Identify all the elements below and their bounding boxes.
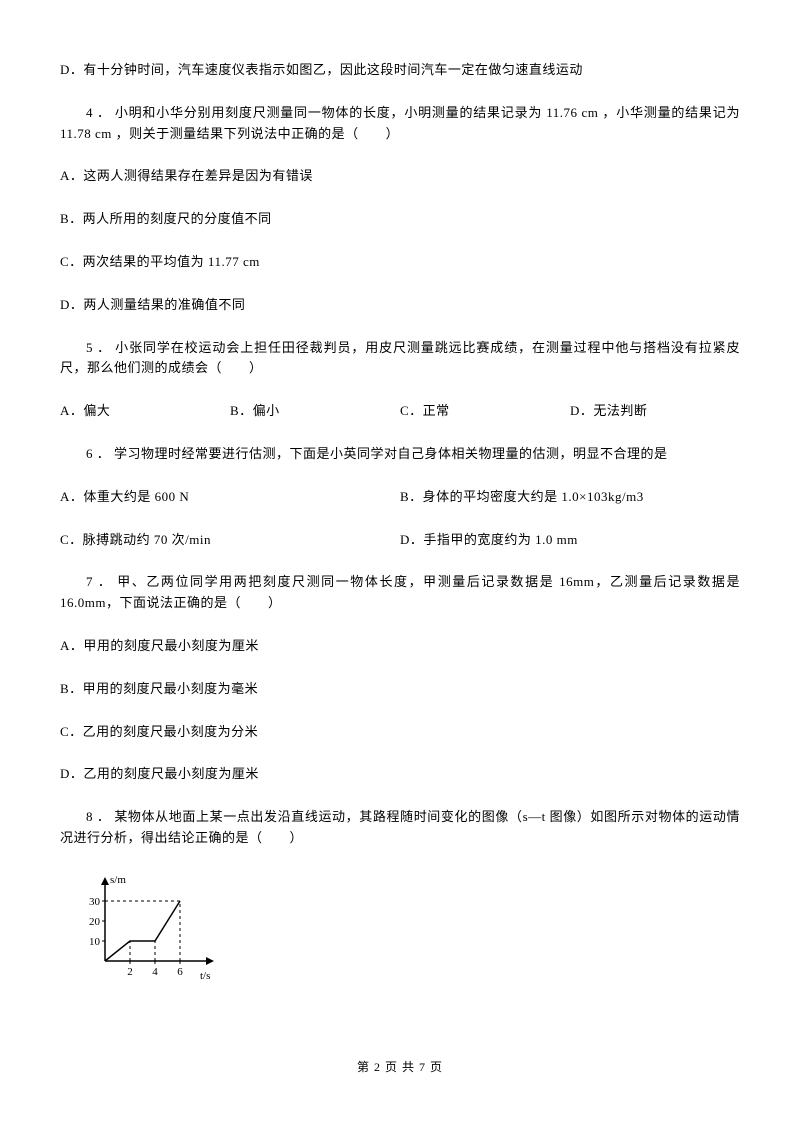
q5-option-a: A．偏大 (60, 401, 230, 422)
svg-text:20: 20 (89, 916, 101, 928)
q7-stem: 7 ． 甲、乙两位同学用两把刻度尺测同一物体长度，甲测量后记录数据是 16mm，… (60, 572, 740, 614)
q6-option-b: B．身体的平均密度大约是 1.0×103kg/m3 (400, 487, 740, 508)
q4-stem: 4 ． 小明和小华分别用刻度尺测量同一物体的长度，小明测量的结果记录为 11.7… (60, 103, 740, 145)
q4-option-a: A．这两人测得结果存在差异是因为有错误 (60, 166, 740, 187)
svg-text:s/m: s/m (110, 874, 126, 886)
q7-option-c: C．乙用的刻度尺最小刻度为分米 (60, 722, 740, 743)
q5-options: A．偏大 B．偏小 C．正常 D．无法判断 (60, 401, 740, 422)
q4-option-b: B．两人所用的刻度尺的分度值不同 (60, 209, 740, 230)
q6-option-c: C．脉搏跳动约 70 次/min (60, 530, 400, 551)
q6-row2: C．脉搏跳动约 70 次/min D．手指甲的宽度约为 1.0 mm (60, 530, 740, 551)
q5-stem: 5 ． 小张同学在校运动会上担任田径裁判员，用皮尺测量跳远比赛成绩，在测量过程中… (60, 338, 740, 380)
q4-option-c: C．两次结果的平均值为 11.77 cm (60, 252, 740, 273)
page-footer: 第 2 页 共 7 页 (60, 1058, 740, 1077)
q5-option-d: D．无法判断 (570, 401, 740, 422)
q6-stem: 6 ． 学习物理时经常要进行估测，下面是小英同学对自己身体相关物理量的估测，明显… (60, 444, 740, 465)
st-chart-svg: s/m t/s 10 20 30 2 4 6 (80, 871, 230, 991)
q6-option-a: A．体重大约是 600 N (60, 487, 400, 508)
svg-text:t/s: t/s (200, 970, 210, 982)
svg-text:10: 10 (89, 936, 101, 948)
q7-option-b: B．甲用的刻度尺最小刻度为毫米 (60, 679, 740, 700)
q7-option-a: A．甲用的刻度尺最小刻度为厘米 (60, 636, 740, 657)
q7-option-d: D．乙用的刻度尺最小刻度为厘米 (60, 764, 740, 785)
q5-option-c: C．正常 (400, 401, 570, 422)
q4-option-d: D．两人测量结果的准确值不同 (60, 295, 740, 316)
q8-stem: 8 ． 某物体从地面上某一点出发沿直线运动，其路程随时间变化的图像（s—t 图像… (60, 807, 740, 849)
q6-option-d: D．手指甲的宽度约为 1.0 mm (400, 530, 740, 551)
svg-text:30: 30 (89, 896, 101, 908)
q5-option-b: B．偏小 (230, 401, 400, 422)
st-chart: s/m t/s 10 20 30 2 4 6 (80, 871, 740, 998)
q6-row1: A．体重大约是 600 N B．身体的平均密度大约是 1.0×103kg/m3 (60, 487, 740, 508)
prev-option-d: D．有十分钟时间，汽车速度仪表指示如图乙，因此这段时间汽车一定在做匀速直线运动 (60, 60, 740, 81)
svg-text:4: 4 (152, 966, 158, 978)
svg-text:2: 2 (127, 966, 133, 978)
svg-text:6: 6 (177, 966, 183, 978)
